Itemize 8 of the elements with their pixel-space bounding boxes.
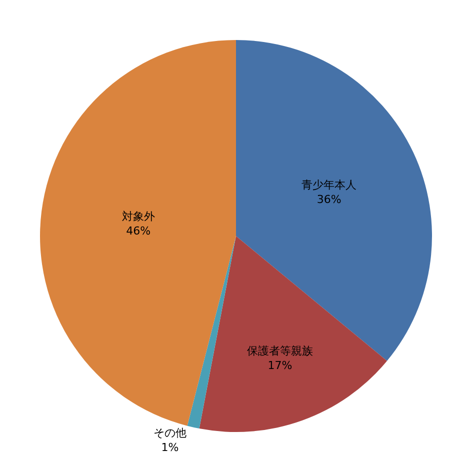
slice-label: 保護者等親族	[246, 344, 313, 358]
data-label: 36%	[316, 192, 342, 206]
slice-label: 青少年本人	[302, 178, 357, 192]
slice-label: 対象外	[122, 210, 155, 224]
slice-label: その他	[153, 426, 186, 440]
data-label: 46%	[126, 224, 151, 238]
data-label: 17%	[268, 358, 292, 372]
data-label: 1%	[161, 440, 179, 454]
